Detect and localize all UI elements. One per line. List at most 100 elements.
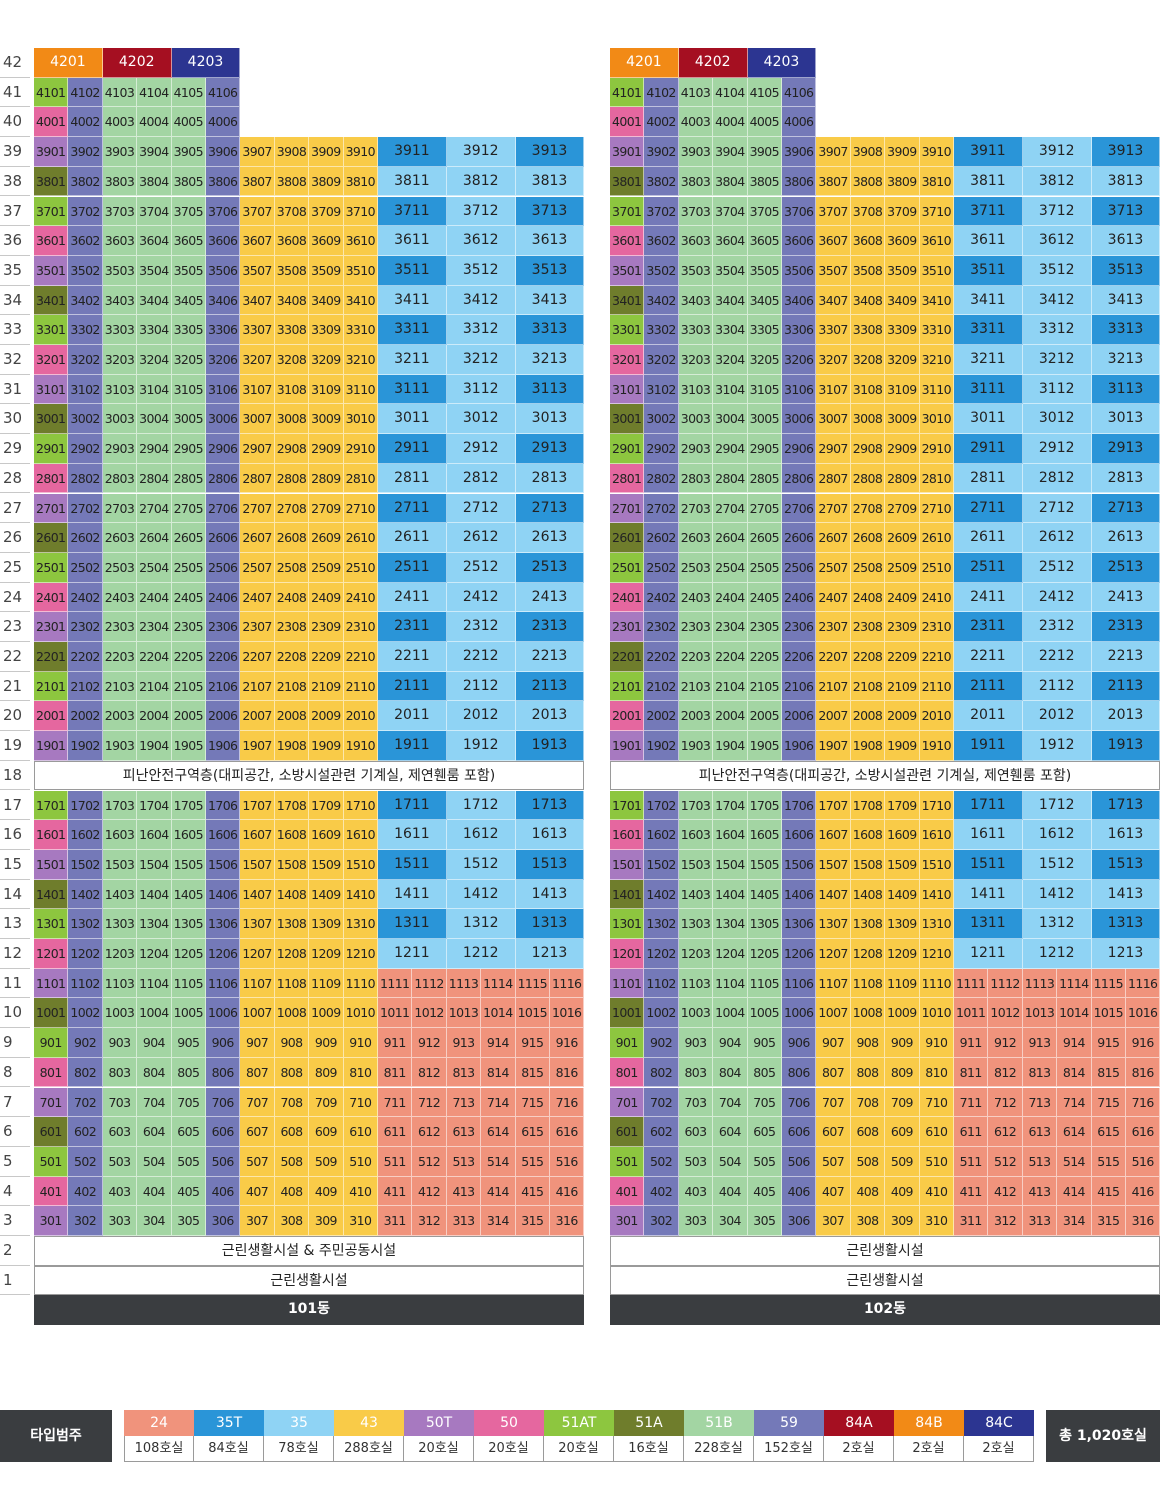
unit-cell: 908 xyxy=(850,1028,886,1058)
unit-cell: 1116 xyxy=(550,968,585,999)
unit-cell: 1005 xyxy=(171,998,206,1029)
unit-cell: 816 xyxy=(1126,1057,1160,1088)
unit-cell: 3602 xyxy=(68,226,103,256)
unit-cell: 2507 xyxy=(816,552,851,583)
unit-cell: 3409 xyxy=(309,285,344,316)
unit-cell: 909 xyxy=(885,1028,920,1058)
unit-cell: 410 xyxy=(919,1176,954,1207)
unit-cell: 1410 xyxy=(343,879,378,910)
unit-cell: 403 xyxy=(678,1176,714,1207)
unit-cell: 3613 xyxy=(515,226,585,256)
unit-cell: 903 xyxy=(678,1028,714,1058)
unit-cell: 3609 xyxy=(309,226,344,256)
unit-cell: 711 xyxy=(378,1087,413,1118)
legend-item: 84B 2호실 xyxy=(894,1410,964,1462)
unit-cell: 2212 xyxy=(446,642,516,672)
unit-cell: 308 xyxy=(274,1206,310,1236)
unit-cell: 306 xyxy=(206,1206,241,1236)
unit-cell: 811 xyxy=(954,1057,989,1088)
unit-cell: 3811 xyxy=(378,166,447,197)
unit-cell: 2101 xyxy=(34,671,69,702)
legend-count: 20호실 xyxy=(474,1436,544,1462)
unit-cell: 1212 xyxy=(1022,939,1092,969)
unit-cell: 616 xyxy=(1126,1117,1160,1147)
unit-cell: 3504 xyxy=(137,255,172,286)
unit-cell: 4106 xyxy=(206,77,241,108)
unit-cell: 1513 xyxy=(515,849,585,880)
unit-cell: 2305 xyxy=(747,612,782,642)
legend-item: 59 152호실 xyxy=(754,1410,824,1462)
unit-cell: 3011 xyxy=(954,404,1023,435)
unit-cell: 3506 xyxy=(206,255,241,286)
unit-cell: 3906 xyxy=(206,137,241,167)
unit-cell: 1004 xyxy=(137,998,172,1029)
floor-label: 33 xyxy=(0,315,30,345)
unit-cell: 1512 xyxy=(446,849,516,880)
unit-cell: 3401 xyxy=(34,285,69,316)
unit-cell: 1912 xyxy=(446,731,516,761)
floor-label: 17 xyxy=(0,791,30,821)
unit-cell: 1709 xyxy=(885,790,920,821)
unit-cell: 609 xyxy=(885,1117,920,1147)
legend-type-swatch: 84B xyxy=(894,1410,964,1436)
unit-cell: 1706 xyxy=(206,790,241,821)
unit-cell: 3701 xyxy=(610,196,645,227)
unit-cell: 3003 xyxy=(678,404,714,435)
unit-cell: 3010 xyxy=(343,404,378,435)
unit-cell: 415 xyxy=(515,1176,550,1207)
unit-cell: 1613 xyxy=(1091,820,1160,850)
unit-cell: 702 xyxy=(644,1087,679,1118)
unit-cell: 709 xyxy=(885,1087,920,1118)
unit-cell: 412 xyxy=(988,1176,1023,1207)
unit-cell: 614 xyxy=(1057,1117,1092,1147)
penthouse-unit: 4203 xyxy=(171,48,241,78)
unit-cell: 413 xyxy=(446,1176,482,1207)
unit-cell: 612 xyxy=(988,1117,1023,1147)
floor-label: 2 xyxy=(0,1236,30,1266)
unit-cell: 808 xyxy=(274,1057,310,1088)
unit-cell: 2103 xyxy=(102,671,138,702)
legend-item: 50T 20호실 xyxy=(404,1410,474,1462)
unit-cell: 3805 xyxy=(171,166,206,197)
penthouse-unit: 4202 xyxy=(102,48,172,78)
unit-cell: 3005 xyxy=(171,404,206,435)
legend-count: 20호실 xyxy=(404,1436,474,1462)
unit-cell: 904 xyxy=(713,1028,748,1058)
unit-cell: 2703 xyxy=(678,493,714,524)
unit-cell: 715 xyxy=(1091,1087,1126,1118)
unit-cell: 2605 xyxy=(747,523,782,553)
unit-cell: 513 xyxy=(1022,1146,1058,1177)
unit-cell: 3402 xyxy=(68,285,103,316)
unit-cell: 602 xyxy=(644,1117,679,1147)
unit-cell: 1109 xyxy=(309,968,344,999)
unit-cell: 1907 xyxy=(816,731,851,761)
unit-cell: 1906 xyxy=(782,731,817,761)
unit-cell: 2408 xyxy=(274,582,310,613)
unit-cell: 701 xyxy=(34,1087,69,1118)
unit-cell: 2205 xyxy=(171,642,206,672)
unit-cell: 1901 xyxy=(34,731,69,761)
unit-cell: 3807 xyxy=(816,166,851,197)
unit-cell: 3401 xyxy=(610,285,645,316)
unit-cell: 416 xyxy=(550,1176,585,1207)
unit-cell: 1503 xyxy=(678,849,714,880)
unit-cell: 2513 xyxy=(515,552,585,583)
unit-cell: 3211 xyxy=(954,345,1023,375)
unit-cell: 3312 xyxy=(446,315,516,345)
unit-cell: 805 xyxy=(171,1057,206,1088)
unit-cell: 407 xyxy=(816,1176,851,1207)
unit-cell: 615 xyxy=(515,1117,550,1147)
unit-cell: 1009 xyxy=(309,998,344,1029)
unit-cell: 3411 xyxy=(378,285,447,316)
unit-cell: 810 xyxy=(919,1057,954,1088)
unit-cell: 1909 xyxy=(309,731,344,761)
unit-cell: 2911 xyxy=(378,434,447,464)
unit-cell: 2006 xyxy=(206,701,241,732)
unit-cell: 3002 xyxy=(68,404,103,435)
unit-cell: 1103 xyxy=(678,968,714,999)
unit-cell: 503 xyxy=(678,1146,714,1177)
unit-cell: 610 xyxy=(919,1117,954,1147)
unit-cell: 1306 xyxy=(782,909,817,939)
floor-label: 34 xyxy=(0,286,30,316)
unit-cell: 615 xyxy=(1091,1117,1126,1147)
